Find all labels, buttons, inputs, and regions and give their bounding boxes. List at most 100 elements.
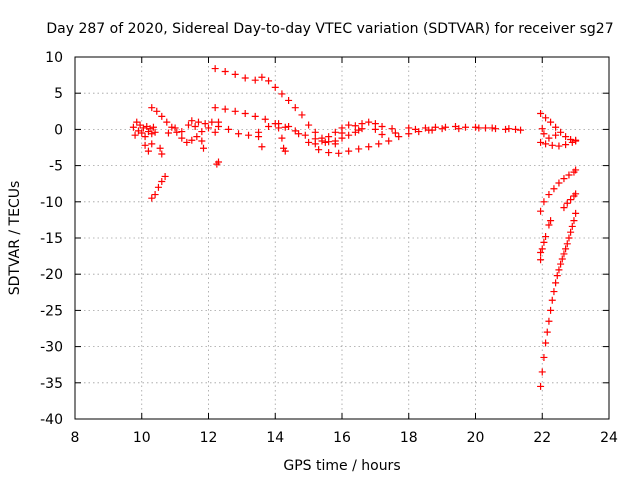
data-point bbox=[151, 128, 159, 136]
data-point bbox=[540, 238, 548, 246]
y-axis-label: SDTVAR / TECUs bbox=[7, 181, 23, 296]
data-point bbox=[251, 112, 259, 120]
data-point bbox=[555, 142, 563, 150]
axis-ticks bbox=[74, 56, 610, 420]
data-point bbox=[492, 125, 500, 133]
data-point bbox=[540, 198, 548, 206]
data-point bbox=[345, 121, 353, 129]
data-point bbox=[375, 140, 383, 148]
data-point bbox=[562, 133, 570, 141]
data-point bbox=[161, 172, 169, 180]
data-point bbox=[265, 123, 273, 131]
series-arc-10.3h-rising bbox=[148, 104, 201, 146]
data-points bbox=[129, 65, 580, 390]
data-point bbox=[548, 296, 556, 304]
data-point bbox=[391, 129, 399, 137]
data-point bbox=[298, 111, 306, 119]
series-flat-16-21h bbox=[338, 123, 525, 138]
data-point bbox=[572, 166, 580, 174]
data-point bbox=[502, 125, 510, 133]
data-point bbox=[153, 107, 161, 115]
data-point bbox=[285, 96, 293, 104]
data-point bbox=[345, 147, 353, 155]
data-point bbox=[278, 134, 286, 142]
data-point bbox=[146, 125, 154, 133]
y-tick-label: -15 bbox=[40, 231, 63, 247]
data-point bbox=[138, 129, 146, 137]
data-point bbox=[271, 83, 279, 91]
data-point bbox=[148, 104, 156, 112]
data-point bbox=[321, 138, 329, 146]
data-point bbox=[411, 125, 419, 133]
x-tick-label: 10 bbox=[133, 430, 151, 446]
series-cluster-near-10h bbox=[129, 118, 166, 158]
data-point bbox=[131, 131, 139, 139]
data-point bbox=[235, 130, 243, 138]
data-point bbox=[537, 207, 545, 215]
data-point bbox=[278, 90, 286, 98]
data-point bbox=[550, 288, 558, 296]
data-point bbox=[285, 123, 293, 131]
data-point bbox=[562, 141, 570, 149]
y-tick-label: 5 bbox=[54, 86, 63, 102]
series-flat-22-23h bbox=[537, 125, 580, 150]
data-point bbox=[301, 131, 309, 139]
data-point bbox=[542, 140, 550, 148]
data-point bbox=[572, 209, 580, 217]
series-arc-12.3h-lower bbox=[215, 118, 433, 157]
data-point bbox=[215, 118, 223, 126]
data-point bbox=[305, 138, 313, 146]
data-point bbox=[178, 128, 186, 136]
data-point bbox=[545, 191, 553, 199]
data-point bbox=[158, 178, 166, 186]
data-point bbox=[231, 107, 239, 115]
data-point bbox=[311, 140, 319, 148]
data-point bbox=[211, 128, 219, 136]
data-point bbox=[542, 339, 550, 347]
data-point bbox=[371, 125, 379, 133]
data-point bbox=[281, 147, 289, 155]
data-point bbox=[168, 123, 176, 131]
data-point bbox=[251, 76, 259, 84]
data-point bbox=[560, 175, 568, 183]
y-tick-label: 0 bbox=[54, 122, 63, 138]
data-point bbox=[438, 125, 446, 133]
data-point bbox=[555, 266, 563, 274]
data-point bbox=[129, 123, 137, 131]
x-tick-label: 14 bbox=[266, 430, 284, 446]
data-point bbox=[550, 185, 558, 193]
data-point bbox=[221, 67, 229, 75]
data-point bbox=[548, 141, 556, 149]
data-point bbox=[281, 123, 289, 131]
data-point bbox=[553, 272, 561, 280]
data-point bbox=[552, 123, 560, 131]
y-tick-label: -35 bbox=[40, 376, 63, 392]
data-point bbox=[563, 199, 571, 207]
data-point bbox=[385, 137, 393, 145]
data-point bbox=[472, 123, 479, 131]
data-point bbox=[560, 250, 568, 258]
data-point bbox=[537, 138, 545, 146]
data-point bbox=[570, 217, 578, 225]
data-point bbox=[171, 124, 179, 132]
data-point bbox=[545, 317, 553, 325]
data-point bbox=[331, 128, 339, 136]
x-tick-label: 8 bbox=[71, 430, 80, 446]
data-point bbox=[258, 143, 266, 151]
x-tick-labels: 8 10 12 14 16 18 20 22 24 bbox=[71, 430, 618, 446]
x-tick-label: 20 bbox=[467, 430, 485, 446]
data-point bbox=[338, 129, 346, 137]
data-point bbox=[255, 133, 263, 141]
data-point bbox=[144, 147, 152, 155]
data-point bbox=[141, 133, 149, 141]
data-point bbox=[568, 222, 576, 230]
data-point bbox=[421, 124, 429, 132]
data-point bbox=[148, 194, 156, 202]
data-point bbox=[295, 130, 303, 138]
data-point bbox=[537, 382, 545, 390]
data-point bbox=[488, 124, 496, 132]
data-point bbox=[345, 131, 353, 139]
series-arc-12.2h-mid bbox=[211, 104, 339, 148]
data-point bbox=[563, 240, 571, 248]
data-point bbox=[291, 104, 299, 112]
